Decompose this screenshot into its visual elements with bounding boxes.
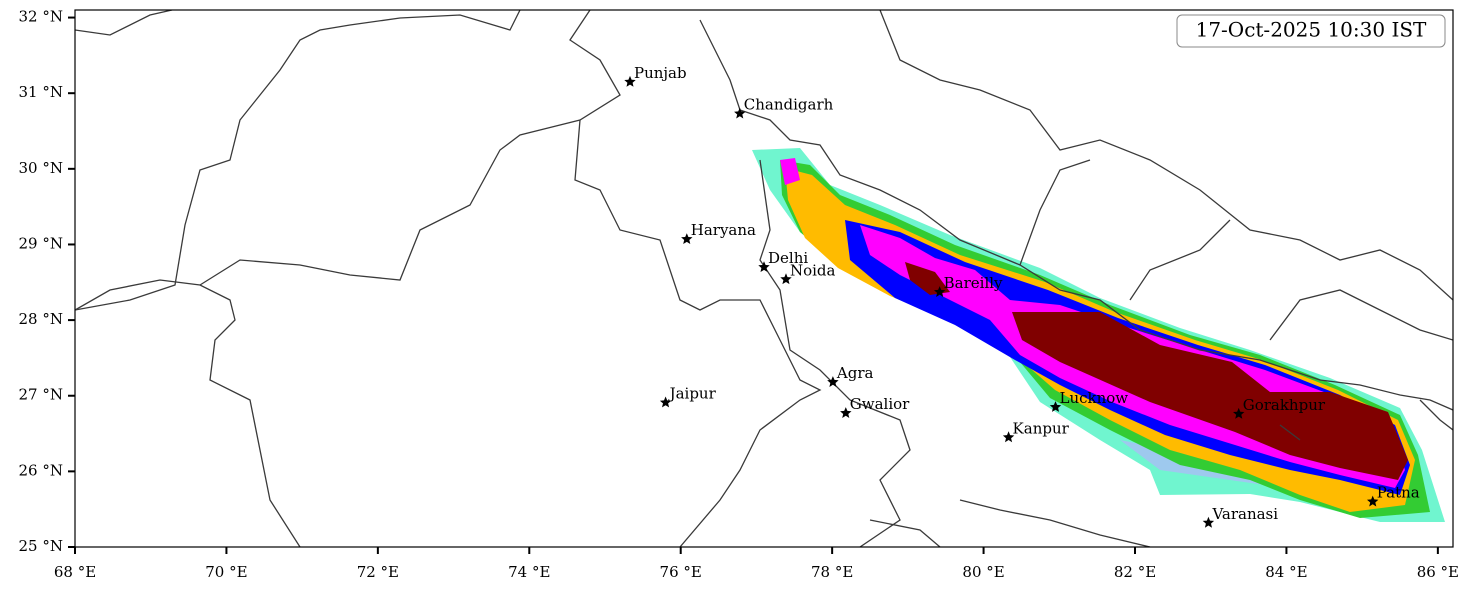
y-tick-label: 26 °N: [19, 461, 63, 479]
city-marker: [780, 273, 792, 285]
city-label: Chandigarh: [744, 96, 834, 114]
x-tick-label: 76 °E: [660, 563, 702, 581]
city-marker: [934, 286, 946, 297]
city-label: Noida: [790, 261, 836, 279]
x-tick-label: 70 °E: [205, 563, 247, 581]
city-label: Varanasi: [1211, 505, 1278, 523]
city-marker: [734, 107, 746, 119]
city-label: Bareilly: [944, 274, 1003, 292]
x-tick-label: 78 °E: [811, 563, 853, 581]
y-tick-label: 32 °N: [19, 8, 63, 26]
city-label: Kanpur: [1013, 419, 1070, 437]
borders: [75, 10, 1453, 547]
y-tick-label: 31 °N: [19, 83, 63, 101]
city-label: Lucknow: [1060, 389, 1129, 407]
city-marker: [659, 396, 672, 408]
x-tick-label: 68 °E: [54, 563, 96, 581]
city-marker: [624, 75, 636, 87]
x-tick-label: 72 °E: [357, 563, 399, 581]
city-label: Jaipur: [668, 385, 717, 403]
city-marker: [1049, 401, 1062, 412]
y-tick-label: 30 °N: [19, 159, 63, 177]
city-marker: [681, 233, 693, 244]
x-tick-label: 84 °E: [1265, 563, 1307, 581]
x-tick-label: 86 °E: [1417, 563, 1459, 581]
x-tick-label: 74 °E: [508, 563, 550, 581]
city-marker: [827, 376, 839, 387]
city-marker: [758, 261, 770, 272]
timestamp: 17-Oct-2025 10:30 IST: [1196, 18, 1427, 42]
map-layers: [75, 10, 1453, 547]
x-tick-label: 80 °E: [962, 563, 1004, 581]
city-label: Agra: [836, 364, 874, 382]
y-tick-label: 25 °N: [19, 537, 63, 555]
city-marker: [1367, 495, 1379, 507]
rainfall: [752, 148, 1445, 522]
city-marker: [1202, 516, 1215, 528]
city-marker: [1233, 407, 1245, 419]
city-marker: [840, 407, 852, 418]
city-label: Punjab: [634, 64, 687, 82]
city-label: Gwalior: [850, 395, 910, 413]
x-tick-label: 82 °E: [1114, 563, 1156, 581]
city-label: Gorakhpur: [1243, 396, 1326, 414]
plot-frame: [74, 9, 1454, 548]
y-tick-label: 28 °N: [19, 310, 63, 328]
y-tick-label: 29 °N: [19, 234, 63, 252]
city-label: Patna: [1377, 484, 1420, 502]
timestamp-box: [1176, 14, 1446, 48]
city-marker: [1002, 431, 1015, 443]
city-label: Haryana: [691, 221, 756, 239]
city-label: Delhi: [768, 249, 808, 267]
y-tick-label: 27 °N: [19, 386, 63, 404]
